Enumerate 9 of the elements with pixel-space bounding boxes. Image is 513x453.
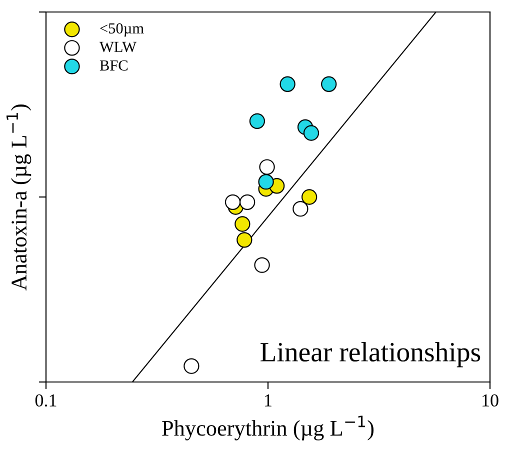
legend-label: BFC [100,60,128,71]
x-tick-label: 1 [265,394,272,406]
y-axis-title: Anatoxin-a (µg L$^{−1}$) [6,104,32,290]
annotation: Linear relationships [260,342,480,368]
legend-label: <50µm [100,23,144,37]
x-tick-label: 10 [482,394,498,407]
x-tick-label: 0.1 [35,394,56,407]
x-axis-title: Phycoerythrin (µg L$^{−1}$) [162,416,374,440]
legend-label: WLW [99,42,136,52]
